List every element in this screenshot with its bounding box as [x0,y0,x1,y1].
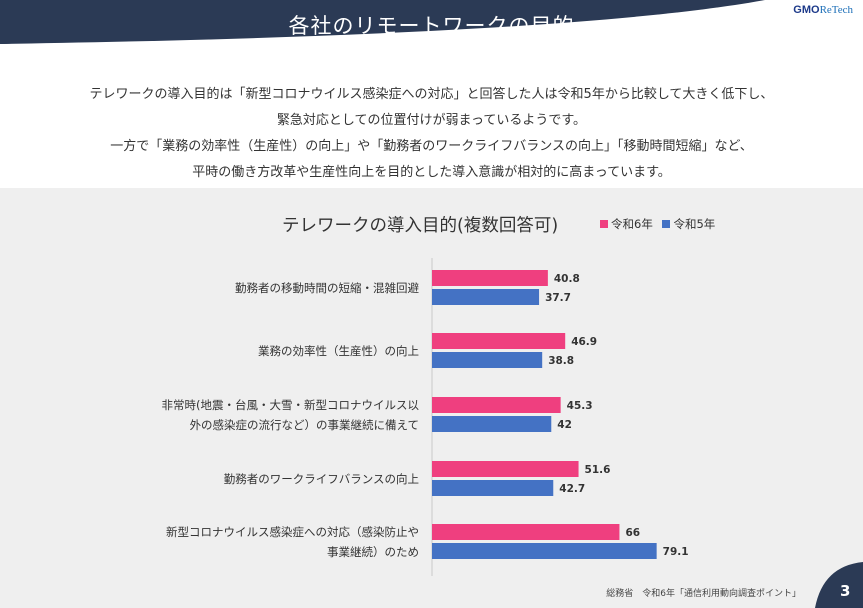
category-label-line: 新型コロナウイルス感染症への対応（感染防止や [166,524,419,539]
bar-r5-2 [432,416,552,432]
data-label-r5-1: 38.8 [548,355,574,367]
title-underline [384,42,476,43]
summary-text: テレワークの導入目的は「新型コロナウイルス感染症への対応」と回答した人は令和5年… [0,82,863,186]
page-subtitle: purpose [409,46,454,56]
category-label-line: 事業継続）のため [327,544,419,559]
bar-r6-4 [432,524,620,540]
data-label-r5-2: 42 [557,419,572,431]
data-label-r6-1: 46.9 [571,336,597,348]
category-label-0: 勤務者の移動時間の短縮・混雑回避 [235,278,419,298]
summary-line: 一方で「業務の効率性（生産性）の向上」や「勤務者のワークライフバランスの向上」「… [110,139,753,154]
category-label-line: 非常時(地震・台風・大雪・新型コロナウイルス以 [161,397,419,412]
category-label-line: 勤務者の移動時間の短縮・混雑回避 [235,280,419,295]
bar-r5-3 [432,480,554,496]
category-label-3: 勤務者のワークライフバランスの向上 [224,469,419,489]
data-label-r5-3: 42.7 [559,483,585,495]
summary-line: 緊急対応としての位置付けが弱まっているようです。 [276,113,587,128]
category-label-4: 新型コロナウイルス感染症への対応（感染防止や事業継続）のため [166,522,419,562]
summary-line: テレワークの導入目的は「新型コロナウイルス感染症への対応」と回答した人は令和5年… [89,87,774,102]
data-label-r6-4: 66 [625,527,640,539]
bar-r5-4 [432,543,657,559]
data-label-r5-4: 79.1 [663,546,689,558]
company-logo: GMOReTech [793,4,853,16]
legend-item-r6: 令和6年 [600,217,653,231]
data-label-r5-0: 37.7 [545,292,571,304]
category-label-2: 非常時(地震・台風・大雪・新型コロナウイルス以外の感染症の流行など）の事業継続に… [162,395,419,435]
page-number: 3 [840,582,851,600]
page-title: 各社のリモートワークの目的 [288,14,575,38]
legend-item-r5: 令和5年 [662,217,715,231]
legend-swatch-pink [600,220,608,228]
page-number-badge [815,562,863,608]
category-label-1: 業務の効率性（生産性）の向上 [258,341,419,361]
category-label-line: 勤務者のワークライフバランスの向上 [223,471,419,486]
data-label-r6-2: 45.3 [567,400,593,412]
legend-swatch-blue [662,220,671,228]
bar-r5-0 [432,289,540,305]
data-label-r6-3: 51.6 [585,464,611,476]
header-band [0,0,765,44]
source-note: 総務省 令和6年「通信利用動向調査ポイント」 [606,589,801,599]
bar-r5-1 [432,352,543,368]
category-label-line: 外の感染症の流行など）の事業継続に備えて [189,417,419,432]
chart-title: テレワークの導入目的(複数回答可) [282,216,559,236]
bar-r6-3 [432,461,579,477]
summary-line: 平時の働き方改革や生産性向上を目的とした導入意識が相対的に高まっています。 [192,165,671,180]
chart-legend: 令和6年 令和5年 [600,216,721,232]
data-label-r6-0: 40.8 [554,273,580,285]
bar-r6-1 [432,333,566,349]
bar-r6-2 [432,397,561,413]
category-label-line: 業務の効率性（生産性）の向上 [258,343,419,358]
bar-r6-0 [432,270,548,286]
